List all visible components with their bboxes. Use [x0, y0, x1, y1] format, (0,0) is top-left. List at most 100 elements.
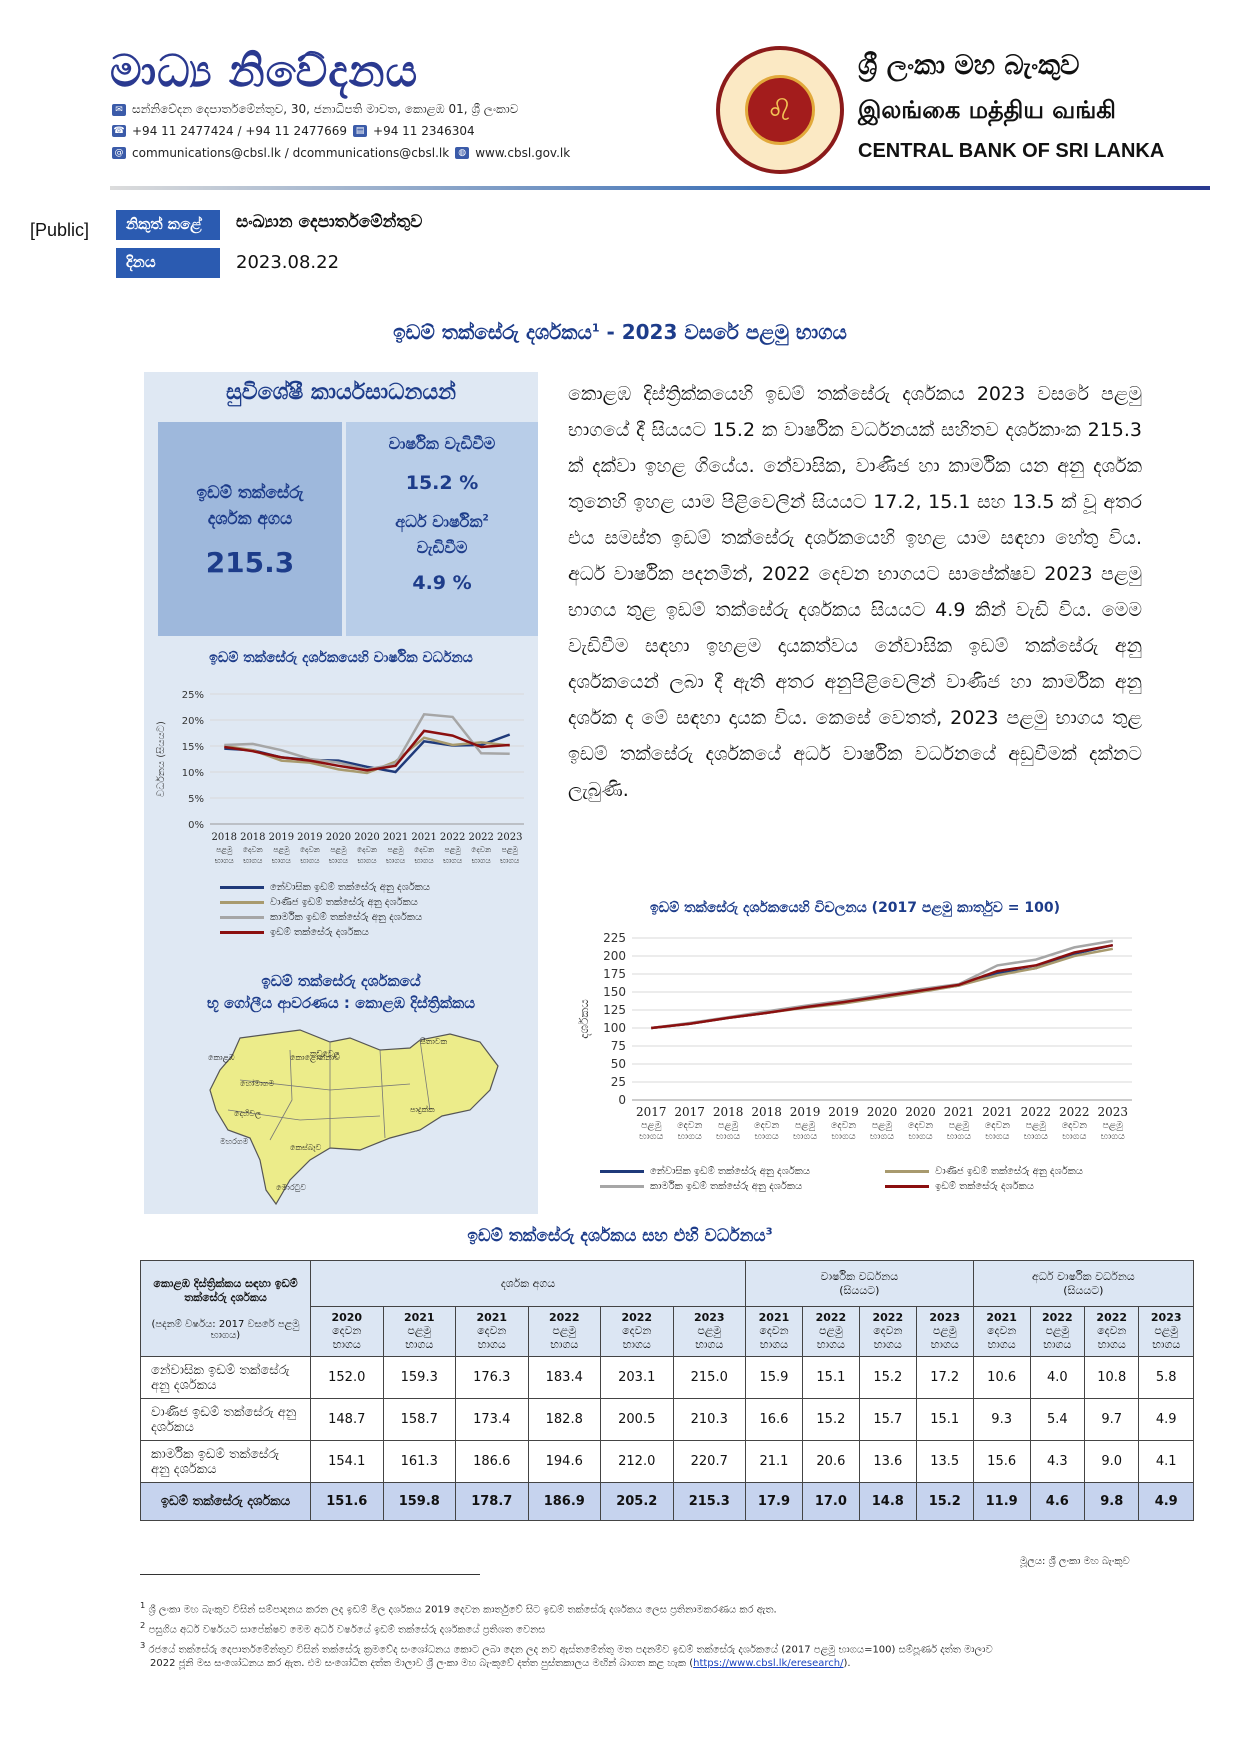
- x-tick-year: 2018: [212, 832, 237, 843]
- x-tick-half: දෙවන: [908, 1120, 934, 1131]
- table-cell: 215.0: [672, 1356, 746, 1399]
- contact-phone: ☎ +94 11 2477424 / +94 11 2477669 ▤ +94 …: [112, 124, 475, 138]
- legend-swatch: [600, 1170, 644, 1173]
- map-region-label: මහරගම: [220, 1137, 249, 1146]
- colombo-district-map: කොළඹ කොළොන්නාවකඩුවෙල හෝමාගම දෙහිවල මහරගම කෙස්…: [208, 1029, 499, 1206]
- x-tick-half: දෙවන: [985, 1120, 1011, 1131]
- table-cell: 210.3: [672, 1398, 746, 1441]
- map-region-label: කොළොන්නාව: [290, 1052, 340, 1063]
- x-tick-half: දෙවන: [300, 845, 321, 854]
- y-tick-label: 225: [603, 931, 626, 945]
- series-line: [651, 947, 1114, 1030]
- date-label: දිනය: [116, 248, 220, 278]
- table-cell: 148.7: [310, 1398, 384, 1441]
- x-tick-half: දෙවන: [1062, 1120, 1088, 1131]
- map-region-label: මොරටුව: [276, 1183, 306, 1192]
- x-tick-half: දෙවන: [414, 845, 435, 854]
- legend-entry: වාණිජ ඉඩම් තක්සේරු අනු දර්ශකය: [885, 1166, 1140, 1177]
- annual-growth-chart: 0%5%10%15%20%25%වර්ධනය (සියයට)2018පළමුභා…: [155, 690, 524, 865]
- column-header: 2021 දෙවන භාගය: [455, 1306, 529, 1357]
- y-tick-label: 150: [603, 985, 626, 999]
- table-cell: 10.8: [1084, 1356, 1140, 1399]
- map-region-label: පාදුක්ක: [410, 1104, 435, 1114]
- y-tick-label: 0%: [188, 820, 204, 831]
- index-value: 215.3: [205, 546, 295, 579]
- table-cell: 186.9: [527, 1482, 601, 1521]
- address-text: සන්නිවේදන දෙපාර්තමේන්තුව, 30, ජනාධිපති ම…: [132, 102, 519, 116]
- x-tick-year: 2019: [790, 1105, 821, 1119]
- y-tick-label: 10%: [182, 768, 204, 779]
- x-tick-year: 2019: [297, 832, 322, 843]
- legend-swatch: [220, 931, 264, 934]
- at-icon: @: [112, 147, 126, 159]
- x-tick-year: 2020: [354, 832, 379, 843]
- x-tick-half: පළමු: [641, 1120, 662, 1131]
- lion-emblem-icon: ♌: [745, 75, 815, 145]
- eresearch-link[interactable]: https://www.cbsl.lk/eresearch/: [693, 1658, 844, 1669]
- table-source: මූලය: ශ්‍රී ලංකා මහ බැංකුව: [1020, 1556, 1130, 1567]
- table-cell: 16.6: [745, 1398, 803, 1441]
- footnote-2: 2 පසුගිය අර්ධ වර්ෂයට සාපේක්ෂව මෙම අර්ධ ව…: [140, 1620, 546, 1636]
- legend-entry: නේවාසික ඉඩම් තක්සේරු අනු දර්ශකය: [600, 1166, 867, 1177]
- annual-growth-label: වාර්ෂික වැඩිවීම: [388, 434, 496, 453]
- table-cell: 158.7: [382, 1398, 456, 1441]
- table-cell: 10.6: [972, 1356, 1031, 1399]
- x-tick-half: භාගය: [415, 856, 435, 865]
- issued-by-label: නිකුත් කළේ: [116, 210, 220, 240]
- x-tick-year: 2021: [411, 832, 436, 843]
- x-tick-year: 2018: [713, 1105, 744, 1119]
- x-tick-year: 2019: [828, 1105, 859, 1119]
- map-labels: කොළඹ කොළොන්නාවකඩුවෙල හෝමාගම දෙහිවල මහරගම කෙස්…: [208, 1037, 448, 1192]
- x-tick-year: 2020: [326, 832, 351, 843]
- y-tick-label: 15%: [182, 742, 204, 753]
- web-text[interactable]: www.cbsl.gov.lk: [475, 146, 571, 160]
- x-tick-half: පළමු: [445, 845, 462, 855]
- table-cell: 161.3: [382, 1440, 456, 1483]
- phone-text: +94 11 2477424 / +94 11 2477669: [132, 124, 348, 138]
- x-tick-year: 2020: [905, 1105, 936, 1119]
- footnote-3: 3 රජයේ තක්සේරු දෙපාර්තමේන්තුව විසින් තක්…: [140, 1640, 993, 1656]
- x-tick-year: 2017: [674, 1105, 705, 1119]
- growth-box: වාර්ෂික වැඩිවීම 15.2 % අර්ධ වාර්ෂික2 වැඩ…: [346, 422, 538, 636]
- x-tick-half: භාගය: [831, 1131, 855, 1142]
- x-tick-half: භාගය: [386, 856, 406, 865]
- y-tick-label: 75: [611, 1039, 626, 1053]
- table-cell: 5.4: [1029, 1398, 1086, 1441]
- email-text[interactable]: communications@cbsl.lk / dcommunications…: [132, 146, 450, 160]
- legend-swatch: [885, 1185, 930, 1188]
- table-cell: 205.2: [600, 1482, 674, 1521]
- mail-icon: ✉: [112, 103, 126, 116]
- x-tick-half: භාගය: [1062, 1131, 1086, 1142]
- bank-name-tamil: இலங்கை மத்திய வங்கி: [858, 96, 1116, 124]
- x-tick-half: භාගය: [908, 1131, 932, 1142]
- table-cell: 5.8: [1138, 1356, 1194, 1399]
- table-cell: 203.1: [600, 1356, 674, 1399]
- column-header: 2023 පළමු භාගය: [672, 1306, 746, 1357]
- series-line: [224, 736, 510, 775]
- table-row: වාණිජ ඉඩම් තක්සේරු අනු දර්ශකය 148.7 158.7 1…: [140, 1398, 1194, 1441]
- legend-swatch: [885, 1170, 930, 1173]
- x-tick-half: දෙවන: [243, 845, 264, 854]
- x-tick-half: භාගය: [716, 1131, 740, 1142]
- table-cell: 14.8: [858, 1482, 917, 1521]
- table-cell: 15.9: [745, 1356, 803, 1399]
- legend-swatch: [220, 916, 264, 919]
- series-line: [224, 729, 510, 772]
- x-tick-half: දෙවන: [754, 1120, 780, 1131]
- legend-label: කාර්මික ඉඩම් තක්සේරු අනු දර්ශකය: [650, 1181, 803, 1192]
- legend-label: වාණිජ ඉඩම් තක්සේරු අනු දර්ශකය: [935, 1166, 1083, 1177]
- x-tick-half: දෙවන: [677, 1120, 703, 1131]
- legend-swatch: [220, 901, 264, 904]
- x-tick-half: භාගය: [678, 1131, 702, 1142]
- x-tick-year: 2022: [1059, 1105, 1090, 1119]
- x-tick-year: 2021: [944, 1105, 975, 1119]
- index-variation-chart: 0255075100125150175200225දර්ශකය2017පළමුභ…: [577, 931, 1132, 1142]
- x-tick-half: භාගය: [272, 856, 292, 865]
- table-cell: 183.4: [527, 1356, 601, 1399]
- legend-label: ඉඩම් තක්සේරු දර්ශකය: [270, 927, 369, 938]
- date-value: 2023.08.22: [236, 252, 340, 273]
- series-line: [651, 943, 1114, 1030]
- table-cell: 9.0: [1084, 1440, 1140, 1483]
- table-cell: 4.9: [1138, 1398, 1194, 1441]
- column-header: 2021 පළමු භාගය: [382, 1306, 456, 1357]
